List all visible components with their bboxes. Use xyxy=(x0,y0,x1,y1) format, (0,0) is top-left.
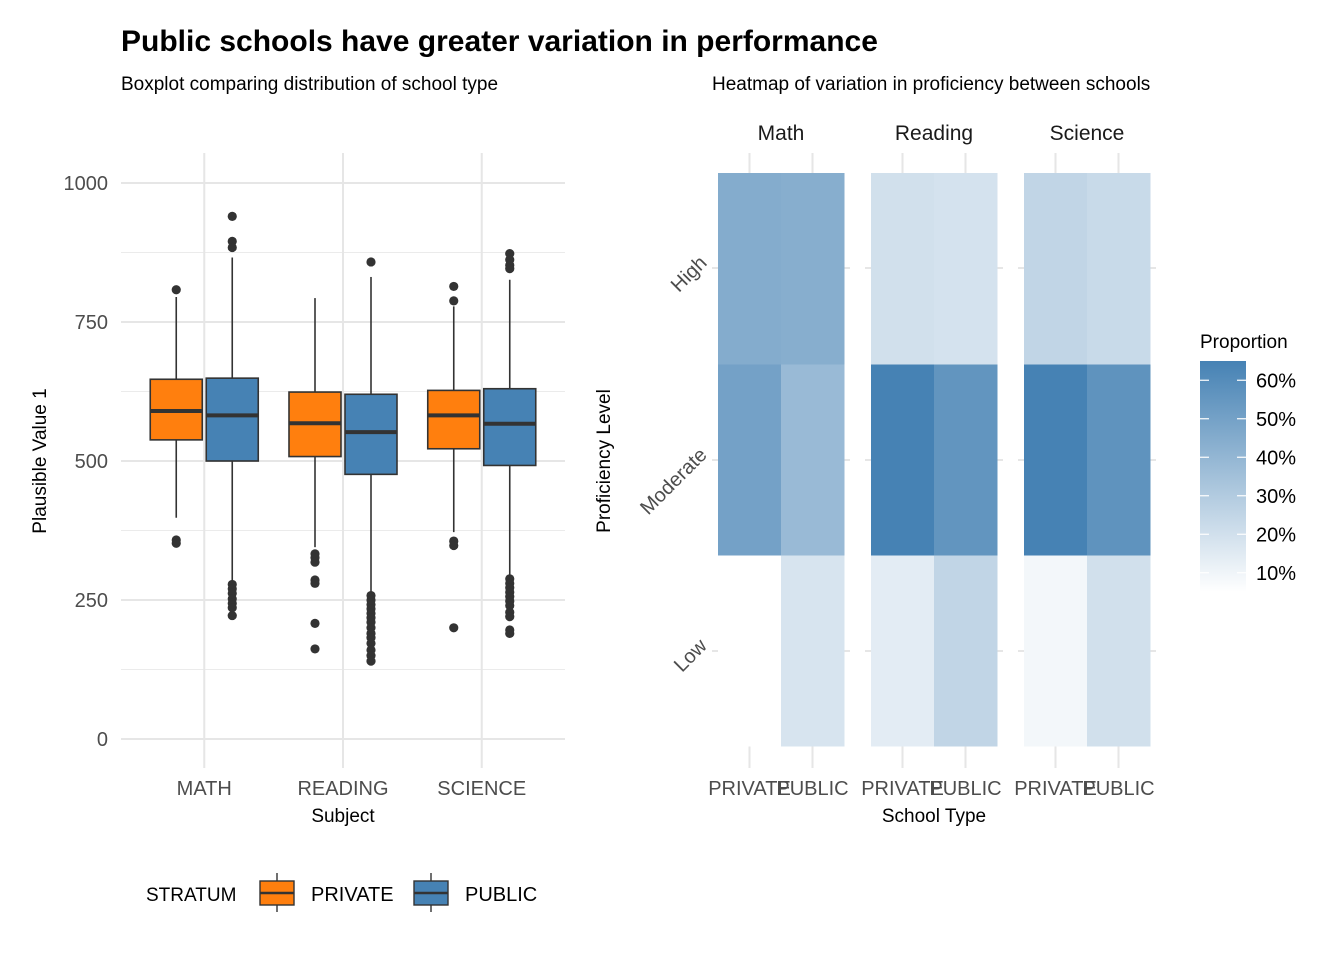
heatmap-tile xyxy=(934,173,998,365)
outlier-point xyxy=(449,623,459,633)
outlier-point xyxy=(310,578,320,588)
heatmap-subtitle: Heatmap of variation in proficiency betw… xyxy=(712,74,1150,95)
outlier-point xyxy=(505,600,515,611)
outlier-point xyxy=(449,540,459,551)
heatmap-tile xyxy=(781,173,845,365)
outlier-point xyxy=(227,242,237,253)
heatmap-tile xyxy=(718,555,782,747)
x-tick-label: PUBLIC xyxy=(929,778,1001,800)
y-tick-label: 0 xyxy=(97,729,108,751)
outlier-point xyxy=(505,612,515,622)
y-axis-title: Plausible Value 1 xyxy=(30,388,51,533)
heatmap-legend: Proportion 10% 20% 30% 40% 50% 60% xyxy=(1200,332,1296,592)
legend-label: PUBLIC xyxy=(465,884,537,906)
x-tick-label: PUBLIC xyxy=(1082,778,1154,800)
facet-strip-label: Reading xyxy=(895,122,973,145)
heatmap-tile xyxy=(934,555,998,747)
y-tick-label: 500 xyxy=(75,451,108,473)
y-axis-title: Proficiency Level xyxy=(594,389,615,533)
x-tick-label: READING xyxy=(297,778,388,800)
colorbar-label: 10% xyxy=(1256,563,1296,585)
box xyxy=(205,377,260,462)
heatmap-tile xyxy=(871,555,935,747)
outlier-point xyxy=(366,656,376,666)
y-tick-label: Low xyxy=(670,635,712,677)
heatmap-tile xyxy=(781,555,845,747)
y-tick-label: 250 xyxy=(75,590,108,612)
heatmap-tile xyxy=(718,364,782,556)
outlier-point xyxy=(171,285,181,295)
main-title: Public schools have greater variation in… xyxy=(121,25,878,58)
legend-title: STRATUM xyxy=(146,885,236,906)
outlier-point xyxy=(171,538,181,548)
box xyxy=(426,389,481,450)
colorbar-label: 60% xyxy=(1256,370,1296,392)
y-tick-label: 750 xyxy=(75,312,108,334)
legend-title: Proportion xyxy=(1200,332,1288,353)
heatmap-tile xyxy=(1024,173,1088,365)
heatmap-tile xyxy=(1087,364,1151,556)
heatmap-tile xyxy=(1087,173,1151,365)
boxplot-panel: 0 250 500 750 1000 MATH READING SCIENCE Subject P… xyxy=(30,153,565,827)
box xyxy=(482,387,537,467)
facet-strip-label: Science xyxy=(1050,122,1125,145)
colorbar-label: 40% xyxy=(1256,447,1296,469)
x-tick-label: PRIVATE xyxy=(1014,778,1097,800)
heatmap-tile xyxy=(718,173,782,365)
outlier-point xyxy=(227,603,237,613)
heatmap-tile xyxy=(934,364,998,556)
x-tick-label: PRIVATE xyxy=(708,778,791,800)
outlier-point xyxy=(227,610,237,621)
colorbar-label: 30% xyxy=(1256,486,1296,508)
boxplot-legend: STRATUM PRIVATE PUBLIC xyxy=(146,873,537,912)
heatmap-tile xyxy=(781,364,845,556)
outlier-point xyxy=(505,628,515,638)
y-tick-label: 1000 xyxy=(64,173,109,195)
outlier-point xyxy=(505,264,515,274)
outlier-point xyxy=(310,557,320,567)
y-tick-label: Moderate xyxy=(636,444,711,519)
x-tick-label: PUBLIC xyxy=(776,778,848,800)
facet-strip-label: Math xyxy=(758,122,805,145)
outlier-point xyxy=(366,638,376,648)
outlier-point xyxy=(449,281,459,292)
x-tick-label: SCIENCE xyxy=(437,778,526,800)
outlier-point xyxy=(366,257,376,267)
heatmap-tile xyxy=(871,364,935,556)
y-tick-label: High xyxy=(667,252,712,297)
heatmap-tile xyxy=(1087,555,1151,747)
outlier-point xyxy=(449,296,459,306)
boxplot-subtitle: Boxplot comparing distribution of school… xyxy=(121,74,498,95)
heatmap-tile xyxy=(871,173,935,365)
outlier-point xyxy=(310,618,320,628)
heatmap-tile xyxy=(1024,364,1088,556)
colorbar xyxy=(1200,361,1246,592)
colorbar-label: 20% xyxy=(1256,524,1296,546)
x-tick-label: PRIVATE xyxy=(861,778,944,800)
box xyxy=(344,393,398,476)
heatmap-tile xyxy=(1024,555,1088,747)
outlier-point xyxy=(310,644,320,654)
heatmap-panel: PRIVATEPUBLICMathPRIVATEPUBLICReadingPRI… xyxy=(594,122,1156,827)
legend-label: PRIVATE xyxy=(311,884,394,906)
outlier-point xyxy=(227,211,237,221)
x-tick-label: MATH xyxy=(177,778,232,800)
colorbar-label: 50% xyxy=(1256,409,1296,431)
x-axis-title: Subject xyxy=(311,806,375,827)
x-axis-title: School Type xyxy=(882,806,986,827)
